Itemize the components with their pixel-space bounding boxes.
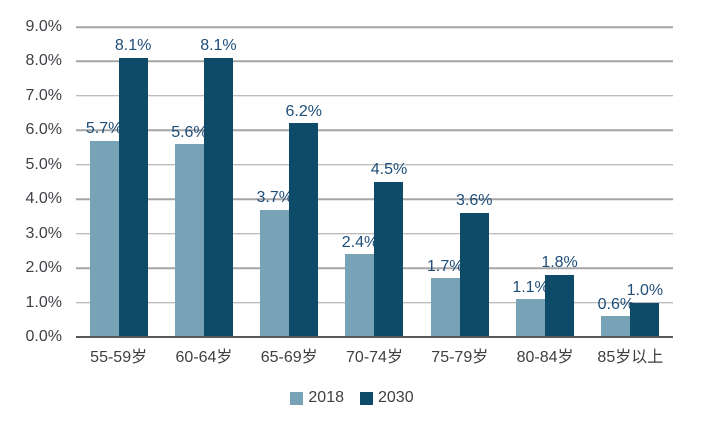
bar-2018: 5.7% (86, 120, 122, 337)
x-category-label: 75-79岁 (431, 349, 489, 366)
x-category-label: 70-74岁 (346, 349, 403, 366)
bar-value-label: 8.1% (200, 37, 237, 55)
gridline (76, 60, 673, 63)
bar-value-label: 0.6% (597, 295, 635, 313)
bar-2018: 5.6% (171, 124, 208, 337)
bar-value-label: 2.4% (341, 233, 379, 251)
y-tick-label: 6.0% (25, 121, 62, 139)
y-axis-tick-labels: 0.0% 1.0% 2.0% 3.0% 4.0% 5.0% 6.0% 7.0% 8.0% 9.0% (0, 19, 64, 345)
x-category-label: 65-69岁 (260, 349, 318, 366)
bar-group: 1.1% 1.8% (502, 27, 587, 337)
legend: 2018 2030 (0, 390, 704, 406)
x-category-label: 60-64岁 (175, 349, 233, 366)
bar-value-label: 5.6% (171, 123, 208, 141)
bar-2030: 1.8% (541, 254, 578, 337)
legend-label: 2018 (308, 389, 344, 406)
bar-2030: 8.1% (115, 37, 151, 337)
bar-2030: 8.1% (200, 37, 237, 337)
bar-value-label: 1.8% (541, 254, 578, 272)
bar-2030: 1.0% (627, 282, 663, 337)
y-tick-label: 4.0% (25, 190, 62, 208)
gridline (76, 95, 673, 97)
y-tick-label: 8.0% (25, 52, 62, 70)
legend-item-2030: 2030 (360, 390, 414, 406)
bar-value-label: 6.2% (285, 102, 322, 120)
x-category-label: 85岁以上 (597, 349, 664, 366)
legend-item-2018: 2018 (290, 390, 344, 406)
y-tick-label: 2.0% (25, 259, 62, 277)
plot-area: 5.7% 8.1% 5.6% 8.1% 3.7% 6.2% 2.4% 4.5% 1.7% 3.6%… (76, 26, 673, 338)
bar-2018: 0.6% (598, 296, 634, 337)
x-axis-line (76, 336, 673, 338)
bar-value-label: 3.6% (456, 192, 493, 210)
bar-group: 0.6% 1.0% (588, 27, 673, 337)
bar-value-label: 4.5% (370, 161, 408, 179)
bar-2030: 4.5% (371, 161, 407, 337)
bar-value-label: 1.7% (427, 257, 464, 275)
y-tick-label: 9.0% (25, 18, 62, 35)
x-axis-category-labels: 55-59岁 60-64岁 65-69岁 70-74岁 75-79岁 80-84岁 85岁以… (76, 348, 673, 367)
bar-2018: 1.7% (427, 258, 464, 337)
bar-2018: 3.7% (256, 189, 293, 337)
bar-2018: 1.1% (512, 279, 549, 337)
y-tick-label: 1.0% (25, 293, 62, 311)
x-category-label: 80-84岁 (516, 349, 574, 366)
bar-value-label: 1.0% (626, 281, 664, 299)
bar-group: 5.6% 8.1% (161, 27, 246, 337)
bars-container: 5.7% 8.1% 5.6% 8.1% 3.7% 6.2% 2.4% 4.5% 1.7% 3.6%… (76, 27, 673, 337)
bar-group: 5.7% 8.1% (76, 27, 161, 337)
bar-value-label: 1.1% (512, 278, 549, 296)
bar-2030: 6.2% (285, 103, 322, 337)
y-tick-label: 0.0% (25, 328, 62, 345)
bar-group: 2.4% 4.5% (332, 27, 417, 337)
legend-label: 2030 (378, 389, 414, 406)
y-tick-label: 3.0% (25, 224, 62, 242)
bar-value-label: 5.7% (85, 120, 123, 138)
legend-swatch-2030 (360, 391, 373, 405)
bar-2018: 2.4% (342, 234, 378, 337)
x-category-label: 55-59岁 (90, 349, 148, 366)
gridline (76, 26, 673, 28)
bar-value-label: 3.7% (256, 188, 293, 206)
bar-group: 3.7% 6.2% (247, 27, 332, 337)
bar-group: 1.7% 3.6% (417, 27, 502, 337)
gridline (76, 129, 673, 132)
y-tick-label: 5.0% (25, 155, 62, 173)
y-tick-label: 7.0% (25, 86, 62, 104)
bar-2030: 3.6% (456, 192, 493, 337)
legend-swatch-2018 (290, 391, 304, 405)
bar-value-label: 8.1% (114, 37, 152, 55)
gridline (76, 164, 673, 166)
